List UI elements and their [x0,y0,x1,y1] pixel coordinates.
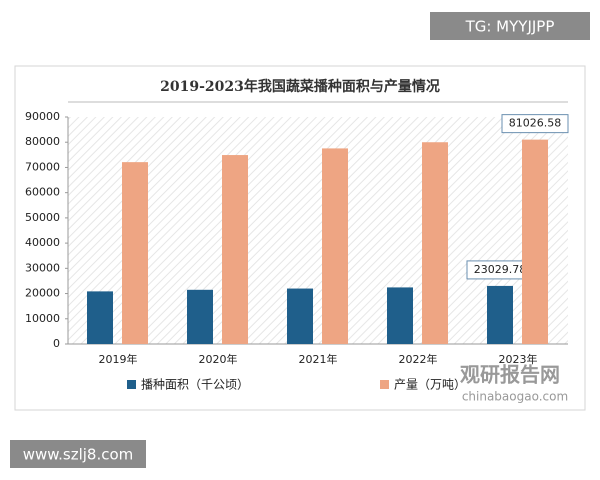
x-tick-label: 2019年 [99,352,138,366]
x-tick-label: 2022年 [399,352,438,366]
bar [187,289,213,344]
bar [322,148,348,344]
y-tick-label: 50000 [25,211,60,224]
bar [287,288,313,344]
legend-swatch [380,380,389,389]
watermark-box [10,440,146,468]
y-tick-label: 30000 [25,261,60,274]
logo-url: chinabaogao.com [462,390,568,404]
y-tick-label: 70000 [25,160,60,173]
legend-label: 产量（万吨） [394,378,466,392]
y-tick-label: 20000 [25,287,60,300]
logo: 观研报告网 [460,363,560,387]
watermark: TG: MYYJJPP [465,18,555,36]
data-label: 23029.78 [474,263,527,276]
bar [522,139,548,344]
x-tick-label: 2021年 [299,352,338,366]
bar [87,291,113,344]
y-tick-label: 80000 [25,135,60,148]
data-label: 81026.58 [509,117,562,130]
watermark-box [430,12,590,40]
watermark: www.szlj8.com [23,446,134,464]
x-tick-label: 2020年 [199,352,238,366]
legend-swatch [127,380,136,389]
bar [222,155,248,344]
y-tick-label: 0 [53,337,60,350]
legend-label: 播种面积（千公顷） [141,378,249,392]
y-tick-label: 10000 [25,312,60,325]
y-tick-label: 60000 [25,186,60,199]
bar [387,287,413,344]
plot-background [68,117,568,344]
y-tick-label: 40000 [25,236,60,249]
y-tick-label: 90000 [25,110,60,123]
bar [487,285,513,344]
bar [422,142,448,344]
chart-title: 2019-2023年我国蔬菜播种面积与产量情况 [160,78,440,95]
x-tick-label: 2023年 [499,352,538,366]
data-label-box [501,114,569,134]
bar [122,162,148,344]
